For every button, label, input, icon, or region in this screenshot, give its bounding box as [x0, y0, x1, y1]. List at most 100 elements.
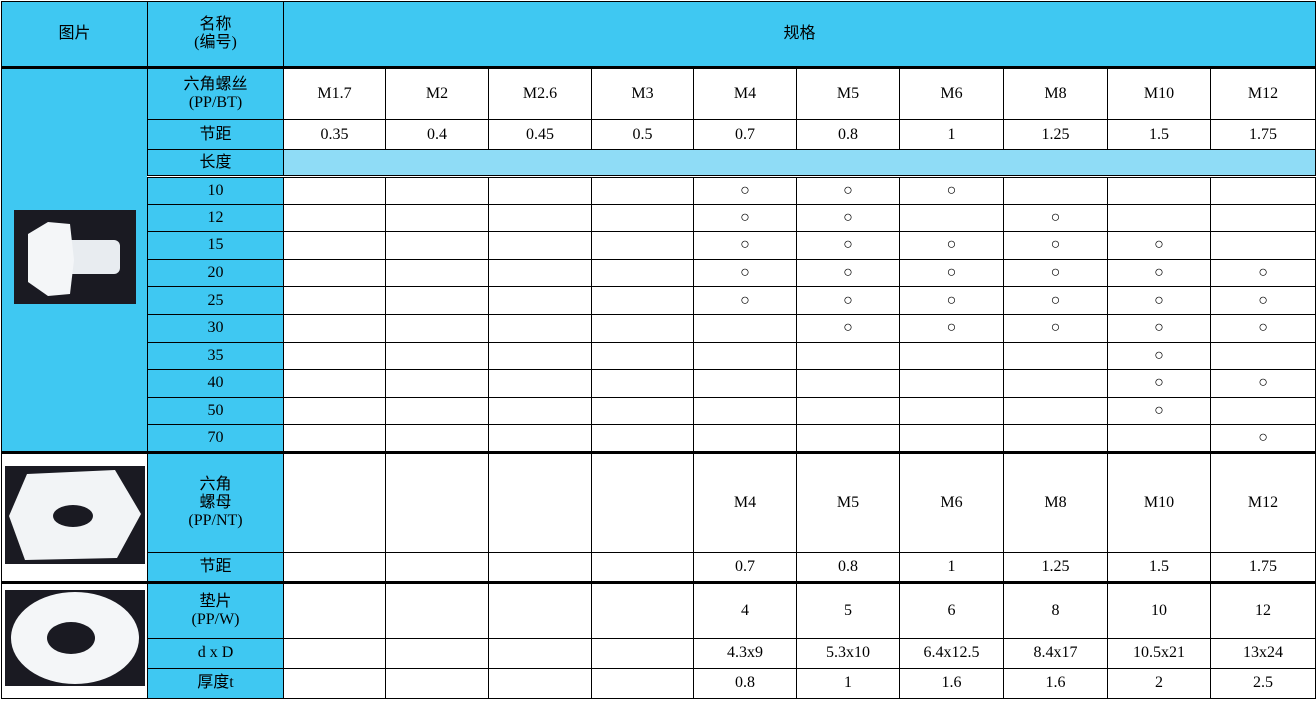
value-cell-text: 0.35 — [320, 125, 349, 143]
row-label: 节距 — [147, 551, 284, 583]
value-cell — [488, 551, 592, 583]
value-cell-text: 1.25 — [1041, 557, 1070, 575]
availability-mark — [796, 396, 900, 426]
size-cell-text: 12 — [1255, 601, 1272, 619]
table-row: 12 ○ ○ ○ — [2, 203, 1316, 233]
availability-mark: ○ — [1107, 369, 1211, 398]
table-row: 垫片 (PP/W) 4 5 6 8 10 12 — [1, 580, 1316, 699]
row-label: 节距 — [147, 119, 284, 150]
value-cell: 1.6 — [1003, 667, 1108, 699]
table-row: 30 ○ ○ ○ ○ ○ — [2, 313, 1316, 343]
size-cell-text: M10 — [1143, 493, 1175, 511]
availability-mark: ○ — [1107, 231, 1211, 260]
availability-mark: ○ — [899, 286, 1004, 315]
availability-mark — [488, 341, 592, 371]
length-value: 50 — [147, 396, 284, 426]
availability-mark-text: ○ — [946, 236, 957, 254]
availability-mark: ○ — [693, 231, 797, 260]
value-cell — [591, 667, 694, 699]
availability-mark-text: ○ — [1050, 264, 1061, 282]
availability-mark-text: ○ — [843, 264, 853, 282]
product-photo — [4, 465, 145, 564]
value-cell: 6.4x12.5 — [899, 637, 1004, 669]
value-cell-text: 0.5 — [632, 125, 653, 143]
size-cell-text: M1.7 — [317, 85, 352, 102]
size-cell-text: M2 — [425, 85, 449, 102]
availability-mark: ○ — [1107, 341, 1211, 371]
table-row: 20 ○ ○ ○ ○ ○ ○ — [2, 258, 1316, 288]
length-value-text: 30 — [207, 319, 224, 337]
row-label-text: 节距 — [199, 557, 232, 575]
availability-mark-text: ○ — [1050, 236, 1061, 254]
availability-mark: ○ — [693, 258, 797, 288]
value-cell: 13x24 — [1209, 637, 1316, 669]
availability-mark-text: ○ — [740, 236, 750, 254]
availability-mark-text: ○ — [1154, 264, 1164, 282]
value-cell-text: 1.75 — [1249, 557, 1278, 575]
value-cell: 0.7 — [693, 119, 797, 150]
availability-mark — [591, 203, 694, 233]
value-cell-text: 6.4x12.5 — [923, 644, 980, 662]
size-cell: M6 — [899, 450, 1004, 553]
availability-mark-text: ○ — [946, 319, 957, 337]
availability-mark — [385, 369, 489, 398]
size-cell-text: M4 — [733, 85, 757, 102]
value-cell-text: 2.5 — [1253, 674, 1274, 692]
availability-mark-text: ○ — [740, 264, 750, 282]
table-body: 图片 名称 (编号) 规格 六角螺丝 (PP/BT) M1.7 M2 M2.6 M3 M4 M5 M6 M… — [1, 1, 1316, 699]
size-cell-text: M8 — [1044, 85, 1067, 102]
size-cell — [385, 580, 489, 639]
value-cell-text: 0.7 — [735, 125, 755, 143]
length-value-text: 10 — [207, 181, 224, 199]
length-value-text: 70 — [207, 429, 224, 447]
size-cell: M2.6 — [488, 66, 592, 120]
availability-mark-text: ○ — [843, 291, 853, 309]
availability-mark: ○ — [693, 286, 797, 315]
availability-mark — [385, 424, 489, 453]
value-cell-text: 0.4 — [427, 125, 447, 143]
size-cell: 12 — [1209, 580, 1316, 639]
value-cell-text: 1 — [947, 125, 956, 143]
size-cell-text: 4 — [741, 601, 749, 619]
value-cell: 0.8 — [796, 551, 900, 583]
availability-mark-text: ○ — [946, 264, 957, 282]
value-cell: 1 — [899, 119, 1004, 150]
size-cell: M10 — [1107, 66, 1211, 120]
availability-mark-text: ○ — [1154, 402, 1164, 420]
availability-mark — [1107, 176, 1211, 205]
value-cell-text: 4.3x9 — [727, 644, 763, 662]
availability-mark: ○ — [1003, 231, 1108, 260]
value-cell: 1.5 — [1107, 119, 1211, 150]
availability-mark: ○ — [1003, 313, 1108, 343]
length-value-text: 20 — [207, 264, 224, 282]
value-cell: 4.3x9 — [693, 637, 797, 669]
availability-mark — [1003, 424, 1108, 453]
value-cell-text: 5.3x10 — [826, 644, 870, 662]
table-row: 25 ○ ○ ○ ○ ○ ○ — [2, 286, 1316, 315]
table-row: 节距 0.35 0.4 0.45 0.5 0.7 0.8 1 1.25 1.5 1.75 — [2, 119, 1316, 150]
availability-mark — [1107, 424, 1211, 453]
availability-mark: ○ — [1003, 203, 1108, 233]
size-cell — [591, 580, 694, 639]
value-cell-text: 1.6 — [941, 674, 962, 692]
availability-mark — [591, 424, 694, 453]
availability-mark: ○ — [1209, 258, 1316, 288]
row-label: 厚度t — [147, 667, 284, 699]
table-row: 六角 螺母 (PP/NT) M4 M5 M6 M8 M10 M12 — [1, 450, 1316, 583]
product-photo — [13, 210, 136, 305]
size-cell: M2 — [385, 66, 489, 120]
availability-mark — [693, 396, 797, 426]
header-picture: 图片 — [1, 1, 148, 68]
availability-mark — [283, 286, 386, 315]
table-row: 节距 0.7 0.8 1 1.25 1.5 1.75 — [2, 551, 1316, 583]
availability-mark-text: ○ — [1258, 291, 1268, 309]
size-cell: M1.7 — [283, 66, 386, 120]
value-cell — [488, 667, 592, 699]
availability-mark: ○ — [1209, 313, 1316, 343]
availability-mark — [591, 286, 694, 315]
availability-mark — [385, 396, 489, 426]
size-cell — [591, 450, 694, 553]
availability-mark — [488, 424, 592, 453]
availability-mark — [385, 258, 489, 288]
size-cell: 5 — [796, 580, 900, 639]
